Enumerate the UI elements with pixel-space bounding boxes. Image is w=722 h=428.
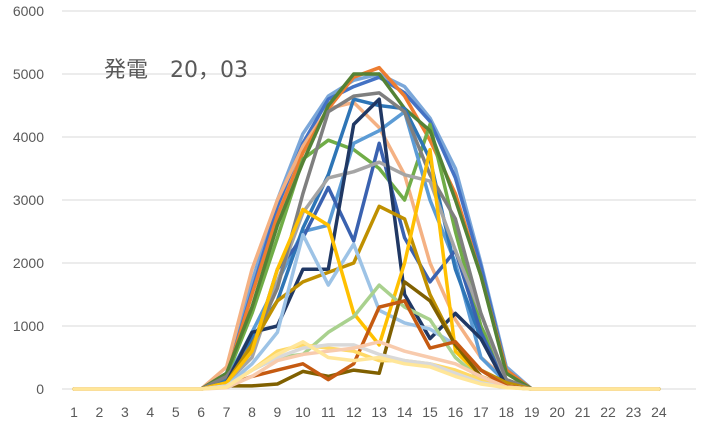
y-tick-label: 0	[36, 381, 44, 397]
x-tick-label: 13	[371, 404, 387, 420]
x-tick-label: 2	[96, 404, 104, 420]
x-tick-label: 9	[274, 404, 282, 420]
y-tick-label: 5000	[13, 66, 44, 82]
series-line-14	[72, 232, 661, 391]
y-tick-label: 1000	[13, 318, 44, 334]
x-tick-label: 1	[70, 404, 78, 420]
x-tick-label: 8	[248, 404, 256, 420]
x-axis-tick-labels: 1 2 3 4 5 6 7 8 9 10 11 12 13 14 15 16 17 18 19 20 21 22 23 24	[70, 404, 667, 420]
x-tick-label: 10	[295, 404, 311, 420]
x-tick-label: 19	[524, 404, 540, 420]
y-axis-tick-labels: 0 1000 2000 3000 4000 5000 6000	[13, 3, 44, 397]
series-line-9	[72, 141, 661, 391]
x-tick-label: 22	[600, 404, 616, 420]
series-line-13	[72, 204, 661, 391]
x-tick-label: 4	[146, 404, 154, 420]
y-tick-label: 6000	[13, 3, 44, 19]
series-line-20	[72, 343, 661, 391]
x-tick-label: 11	[321, 404, 336, 420]
x-tick-label: 15	[422, 404, 438, 420]
series-line-22	[72, 340, 661, 391]
y-tick-label: 4000	[13, 129, 44, 145]
chart-title: 発電 20，03	[104, 58, 248, 83]
x-tick-label: 5	[172, 404, 180, 420]
x-tick-label: 24	[651, 404, 667, 420]
series-lines	[72, 65, 661, 391]
x-tick-label: 14	[397, 404, 413, 420]
x-tick-label: 16	[448, 404, 464, 420]
x-tick-label: 6	[197, 404, 205, 420]
x-tick-label: 7	[223, 404, 231, 420]
x-tick-label: 3	[121, 404, 129, 420]
x-tick-label: 23	[626, 404, 642, 420]
x-tick-label: 17	[473, 404, 489, 420]
x-tick-label: 21	[575, 404, 591, 420]
series-line-7	[72, 110, 661, 391]
y-tick-label: 2000	[13, 255, 44, 271]
y-tick-label: 3000	[13, 192, 44, 208]
x-tick-label: 18	[499, 404, 515, 420]
x-tick-label: 12	[346, 404, 362, 420]
x-tick-label: 20	[549, 404, 565, 420]
